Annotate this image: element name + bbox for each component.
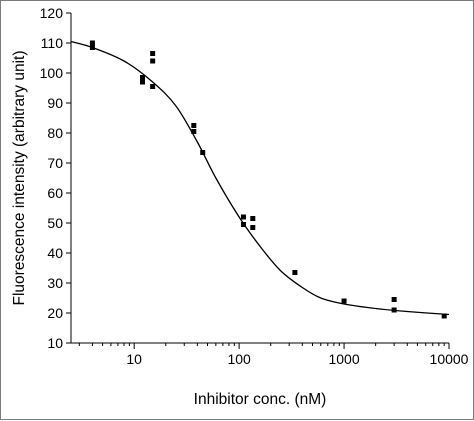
fit-curve [70,40,450,316]
data-point [341,298,347,304]
data-point [150,84,156,89]
data-point [150,58,156,64]
data-point [150,51,156,56]
data-points-layer [89,40,447,319]
y-axis-ticks: 10 20 30 40 50 60 70 80 90 100 110 120 [40,5,71,351]
y-tick-label: 100 [40,65,64,81]
y-tick-label: 110 [41,35,64,51]
data-point [292,270,298,275]
data-point [441,313,447,319]
y-tick-label: 90 [47,95,63,111]
y-tick-label: 50 [47,215,63,231]
y-axis-title: Fluorescence intensity (arbitrary unit) [11,51,28,306]
data-point [139,79,145,85]
data-point [139,75,145,80]
data-point [250,216,256,221]
data-point [191,123,197,128]
data-point [250,225,256,230]
y-tick-label: 80 [47,125,63,141]
x-axis-ticks: 10 100 1000 10000 [78,343,469,367]
y-tick-label: 120 [40,5,64,21]
data-point [240,214,246,220]
y-tick-label: 30 [47,275,63,291]
x-tick-label: 10000 [430,351,469,367]
data-point [240,222,246,227]
data-point [89,40,95,46]
data-point [391,297,397,302]
x-axis-title: Inhibitor conc. (nM) [194,391,327,408]
y-tick-label: 20 [47,305,63,321]
data-point [89,45,95,50]
data-point [200,150,206,155]
data-point [191,129,197,134]
data-point [391,307,397,313]
y-tick-label: 60 [47,185,63,201]
y-tick-label: 10 [47,335,63,351]
x-tick-label: 100 [227,351,251,367]
x-tick-label: 10 [126,351,142,367]
fit-curve-layer [70,40,450,316]
x-tick-label: 1000 [328,351,359,367]
y-tick-label: 40 [47,245,63,261]
y-tick-label: 70 [47,155,63,171]
